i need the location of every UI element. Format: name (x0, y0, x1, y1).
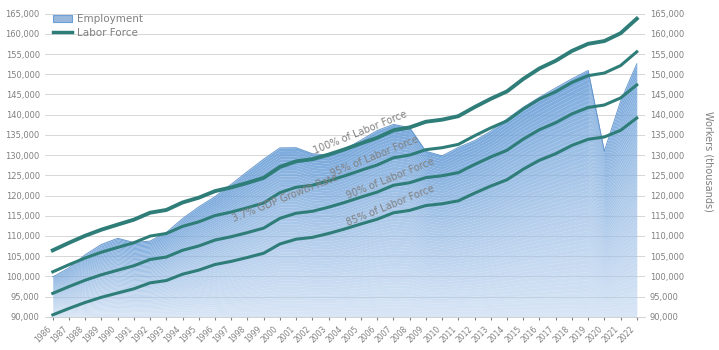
Text: 85% of Labor Force: 85% of Labor Force (345, 183, 436, 228)
Legend: Employment, Labor Force: Employment, Labor Force (50, 11, 146, 41)
Text: 90% of Labor Force: 90% of Labor Force (345, 156, 436, 201)
Text: 100% of Labor Force: 100% of Labor Force (312, 109, 409, 156)
Text: 3.7% GDP Growth Rate: 3.7% GDP Growth Rate (232, 172, 339, 224)
Text: 95% of Labor Force: 95% of Labor Force (329, 134, 419, 178)
Y-axis label: Workers (thousands): Workers (thousands) (703, 111, 713, 212)
